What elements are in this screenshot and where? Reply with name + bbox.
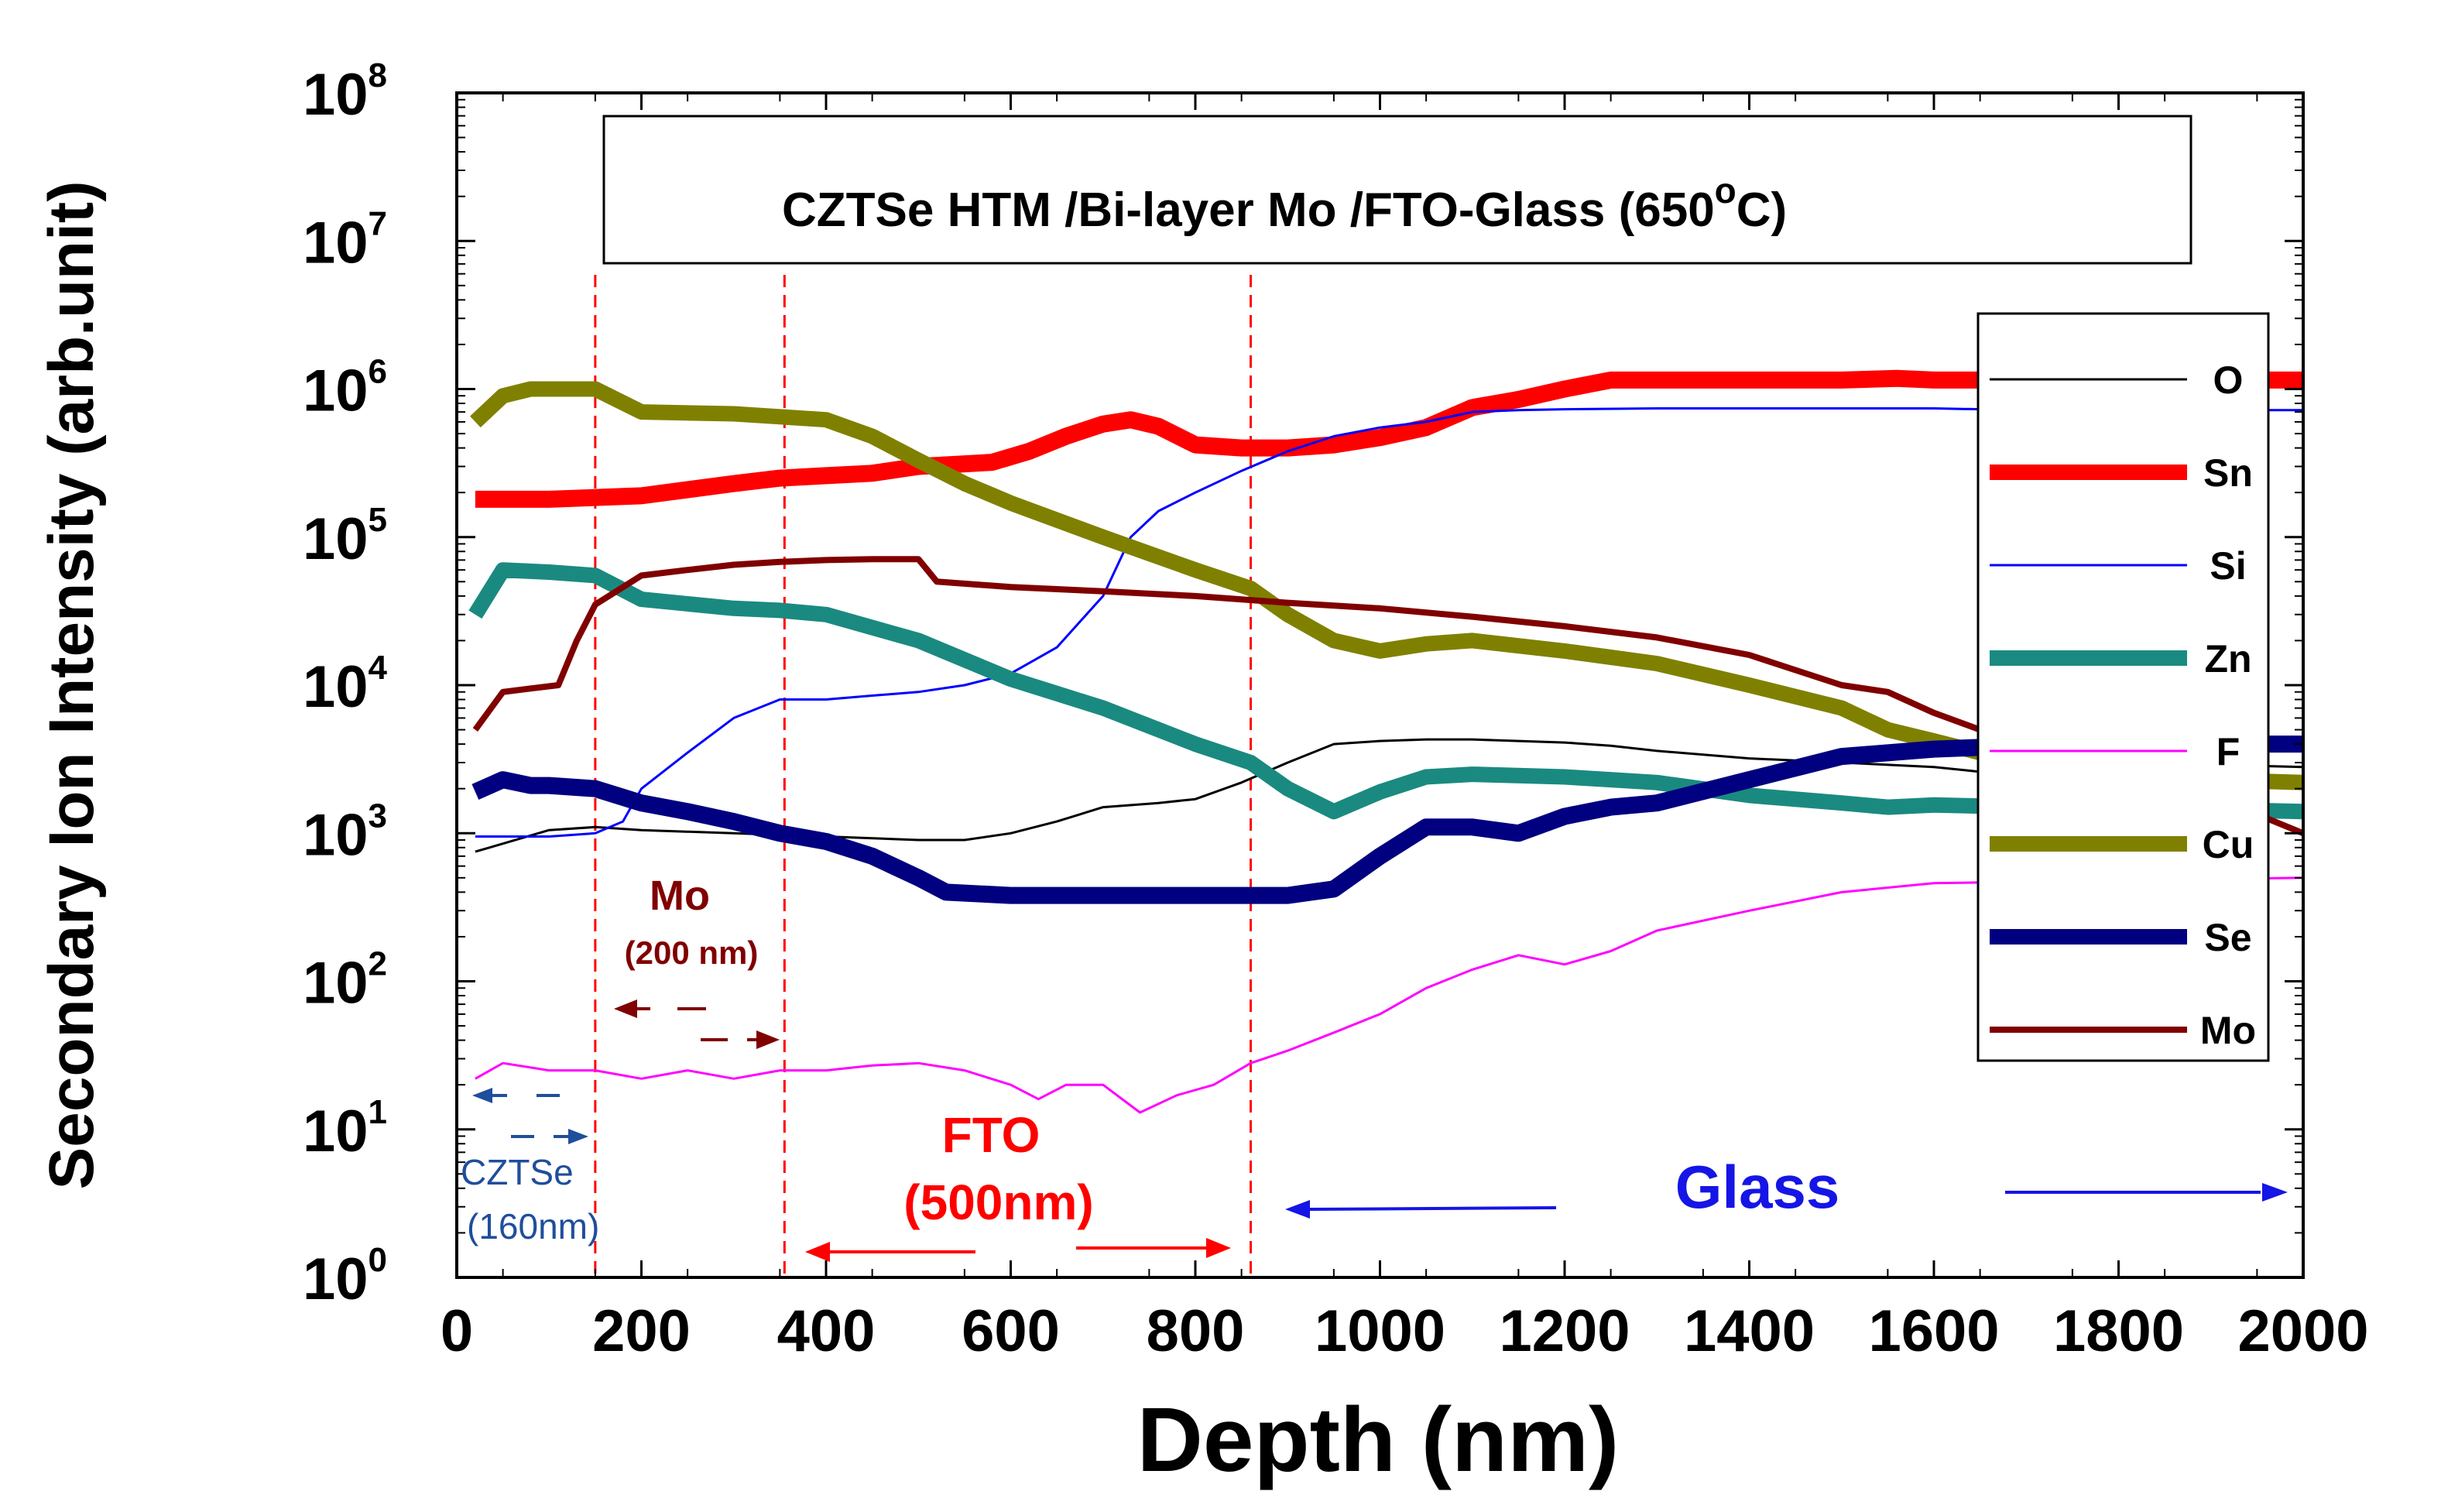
x-tick-label: 800 [1147,1298,1245,1364]
x-tick-label: 1000 [1315,1298,1445,1364]
x-tick-label: 400 [777,1298,876,1364]
fto-arrows [805,1238,1231,1262]
series-sn-line [475,369,2303,508]
axis-ticks: 0 200 400 600 800 1000 1200 1400 1600 1800 2000 100… [303,57,2369,1364]
y-axis-title: Secondary Ion Intensity (arb.unit) [36,180,107,1189]
fto-thickness: (500nm) [903,1174,1093,1230]
legend: O Sn Si Zn F Cu Se Mo [1976,312,2270,1062]
chart-title-unit: C) [1736,183,1787,237]
czts-label: CZTSe [461,1152,574,1192]
y-tick-label: 101 [303,1093,387,1164]
series-f-line [475,876,2304,1114]
y-tick-label: 102 [303,945,387,1017]
y-tick-label: 106 [303,353,387,424]
title-box [602,115,2192,265]
legend-label-si: Si [2210,544,2246,588]
y-tick-label: 103 [303,797,387,868]
x-tick-label: 2000 [2237,1298,2368,1364]
czts-thickness: (160nm) [467,1206,599,1246]
y-tick-label: 108 [303,57,387,128]
x-tick-label: 1400 [1684,1298,1815,1364]
x-tick-label: 1600 [1868,1298,1999,1364]
legend-label-zn: Zn [2204,637,2251,681]
fto-label: FTO [942,1107,1041,1163]
glass-arrows [1285,1183,2288,1219]
x-tick-label: 1200 [1499,1298,1630,1364]
chart-title-main: CZTSe HTM /Bi-layer Mo /FTO-Glass (650 [782,183,1715,237]
chart-title: CZTSe HTM /Bi-layer Mo /FTO-Glass (650oC… [782,170,1787,237]
mo-arrows [614,999,780,1049]
x-tick-label: 600 [962,1298,1060,1364]
legend-label-se: Se [2204,916,2251,959]
x-tick-label: 200 [592,1298,691,1364]
series-mo-line [472,556,2305,837]
chart-title-degree: o [1715,170,1736,211]
annotations: Mo (200 nm) CZTSe (160nm) FTO (500nm) [461,873,2288,1262]
legend-label-f: F [2216,730,2240,773]
y-tick-label: 105 [303,501,387,572]
series-zn-line [468,562,2304,820]
legend-label-cu: Cu [2203,823,2254,866]
czts-arrows [472,1088,588,1144]
glass-label: Glass [1675,1153,1839,1221]
y-tick-label: 100 [303,1241,387,1312]
mo-label: Mo [650,873,710,919]
legend-label-sn: Sn [2203,451,2253,495]
legend-label-mo: Mo [2200,1009,2256,1052]
series-se-line [471,735,2303,904]
x-axis-title: Depth (nm) [1137,1389,1620,1491]
series-group [468,369,2305,1114]
x-tick-label: 0 [441,1298,473,1364]
mo-thickness: (200 nm) [625,934,759,971]
y-tick-label: 107 [303,204,387,276]
legend-label-o: O [2213,358,2244,402]
x-tick-label: 1800 [2053,1298,2184,1364]
y-tick-label: 104 [303,649,388,720]
series-si-line [475,407,2303,838]
